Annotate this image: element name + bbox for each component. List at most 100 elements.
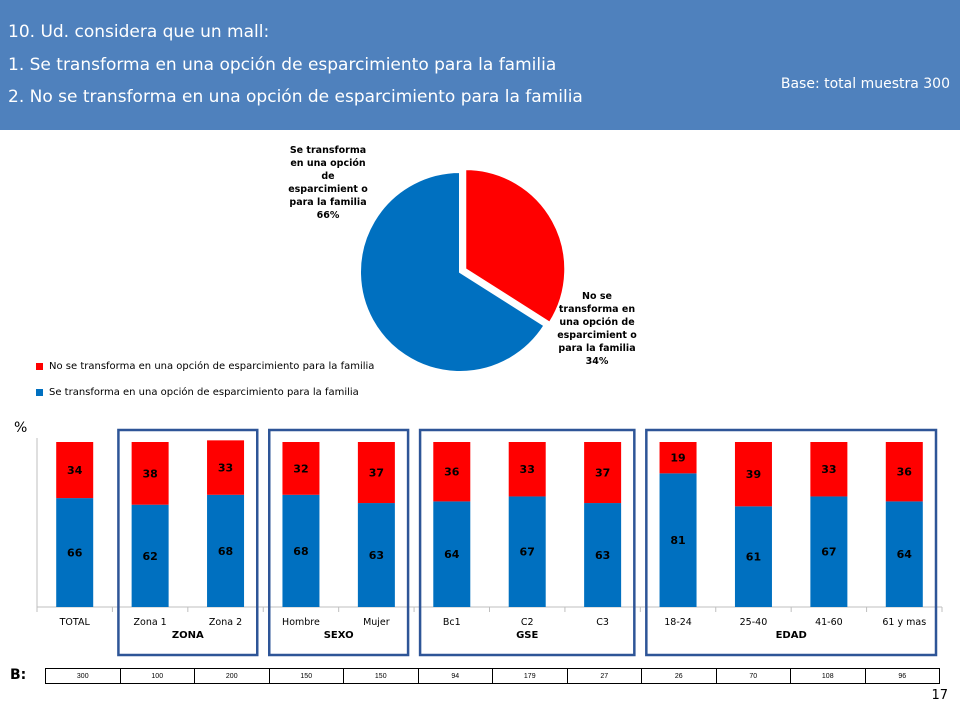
group-frame: [268, 428, 410, 657]
bar-value-label-no: 38: [142, 467, 157, 480]
bar-value-label-no: 33: [821, 463, 836, 476]
x-tick-label: C2: [521, 617, 534, 628]
base-cell: 94: [417, 668, 493, 684]
y-axis-percent-label: %: [14, 420, 28, 436]
x-tick-label: C3: [596, 617, 609, 628]
pie-label-se-transforma: Se transforma en una opción de esparcimi…: [288, 144, 368, 222]
bar-segment-no-se-transforma: [659, 442, 697, 474]
base-cell: 300: [45, 668, 121, 684]
bar-value-label-se: 62: [142, 550, 157, 563]
bar-segment-no-se-transforma: [56, 442, 94, 499]
legend-item-se-transforma: Se transforma en una opción de esparcimi…: [36, 387, 359, 398]
bar-value-label-no: 33: [218, 462, 233, 475]
bar-value-label-se: 68: [293, 545, 308, 558]
bar-value-label-se: 67: [520, 546, 535, 559]
x-tick-label: 61 y mas: [882, 617, 926, 628]
legend-swatch-red: [36, 363, 43, 370]
bar-value-label-no: 36: [444, 466, 460, 479]
pie-slice-no-se-transforma: [464, 168, 567, 325]
bar-segment-no-se-transforma: [508, 442, 546, 497]
x-tick-label: 25-40: [740, 617, 768, 628]
x-tick-label: Hombre: [282, 617, 320, 628]
page-number: 17: [931, 688, 948, 703]
bar-segment-no-se-transforma: [584, 442, 622, 504]
bar-value-label-se: 64: [897, 548, 913, 561]
x-tick-label: Mujer: [363, 617, 390, 628]
x-tick-label: 18-24: [664, 617, 692, 628]
bar-segment-no-se-transforma: [885, 442, 923, 502]
bar-segment-se-transforma: [584, 503, 622, 607]
x-tick-label: Bc1: [443, 617, 461, 628]
bar-value-label-no: 37: [595, 467, 610, 480]
base-cell: 70: [715, 668, 791, 684]
legend-swatch-blue: [36, 389, 43, 396]
group-label: GSE: [516, 630, 538, 641]
bar-value-label-se: 68: [218, 545, 233, 558]
bar-segment-no-se-transforma: [357, 442, 395, 504]
header-banner: 10. Ud. considera que un mall: 1. Se tra…: [0, 0, 960, 130]
bar-value-label-se: 66: [67, 547, 83, 560]
group-frame: [418, 428, 636, 657]
x-tick-label: 41-60: [815, 617, 843, 628]
legend-label-no: No se transforma en una opción de esparc…: [49, 361, 375, 372]
base-sizes-table: 300 100 200 150 150 94 179 27 26 70 108 …: [45, 668, 940, 684]
base-cell: 179: [492, 668, 568, 684]
bar-segment-no-se-transforma: [207, 440, 245, 495]
option-1-text: 1. Se transforma en una opción de esparc…: [8, 55, 557, 75]
bar-value-label-no: 19: [670, 452, 685, 465]
pie-slice-se-transforma: [359, 170, 546, 373]
stacked-bar-chart: 66 34 TOTAL 62 38 Zona 1 68 33 Zona 2 68 32 Hombre 6…: [36, 428, 943, 657]
base-cell: 200: [194, 668, 270, 684]
bar-value-label-no: 33: [520, 463, 535, 476]
bar-value-label-se: 81: [670, 534, 685, 547]
bar-value-label-no: 39: [746, 468, 761, 481]
base-cell: 100: [119, 668, 195, 684]
base-sample-text: Base: total muestra 300: [780, 76, 950, 92]
legend-label-se: Se transforma en una opción de esparcimi…: [49, 387, 359, 398]
base-cell: 96: [864, 668, 940, 684]
bar-value-label-se: 61: [746, 551, 761, 564]
bar-segment-se-transforma: [810, 496, 848, 607]
bar-segment-se-transforma: [207, 494, 245, 607]
bar-value-label-se: 63: [595, 549, 610, 562]
bar-segment-se-transforma: [433, 501, 471, 607]
question-title: 10. Ud. considera que un mall:: [8, 22, 270, 42]
bar-value-label-no: 34: [67, 464, 83, 477]
bar-segment-se-transforma: [131, 504, 169, 607]
bar-segment-se-transforma: [659, 473, 697, 607]
bar-segment-se-transforma: [508, 496, 546, 607]
bar-segment-no-se-transforma: [433, 442, 471, 502]
group-label: EDAD: [776, 630, 807, 641]
base-cell: 108: [790, 668, 866, 684]
bar-value-label-no: 37: [369, 467, 384, 480]
bar-segment-se-transforma: [734, 506, 772, 607]
group-frame: [117, 428, 259, 657]
bar-value-label-no: 32: [293, 462, 308, 475]
bar-value-label-se: 64: [444, 548, 460, 561]
x-tick-label: TOTAL: [59, 617, 91, 628]
base-cell: 150: [268, 668, 344, 684]
base-cell: 26: [641, 668, 717, 684]
bar-segment-se-transforma: [282, 494, 320, 607]
bar-segment-se-transforma: [885, 501, 923, 607]
bar-value-label-se: 67: [821, 546, 836, 559]
pie-chart: [359, 168, 567, 373]
bar-segment-se-transforma: [357, 503, 395, 607]
bar-segment-no-se-transforma: [131, 442, 169, 505]
group-label: ZONA: [172, 630, 204, 641]
bar-value-label-no: 36: [897, 466, 913, 479]
x-tick-label: Zona 1: [134, 617, 167, 628]
bar-segment-se-transforma: [56, 498, 94, 607]
bar-segment-no-se-transforma: [282, 442, 320, 495]
group-label: SEXO: [324, 630, 354, 641]
pie-label-no-text: No se transforma en una opción de esparc…: [557, 291, 637, 367]
pie-label-no-se-transforma: No se transforma en una opción de esparc…: [557, 290, 637, 368]
bar-segment-no-se-transforma: [810, 442, 848, 497]
base-row-label: B:: [10, 667, 27, 683]
bar-segment-no-se-transforma: [734, 442, 772, 507]
x-tick-label: Zona 2: [209, 617, 242, 628]
base-sizes-row: 300 100 200 150 150 94 179 27 26 70 108 …: [45, 668, 940, 684]
option-2-text: 2. No se transforma en una opción de esp…: [8, 87, 583, 107]
bar-value-label-se: 63: [369, 549, 384, 562]
group-frame: [645, 428, 938, 657]
